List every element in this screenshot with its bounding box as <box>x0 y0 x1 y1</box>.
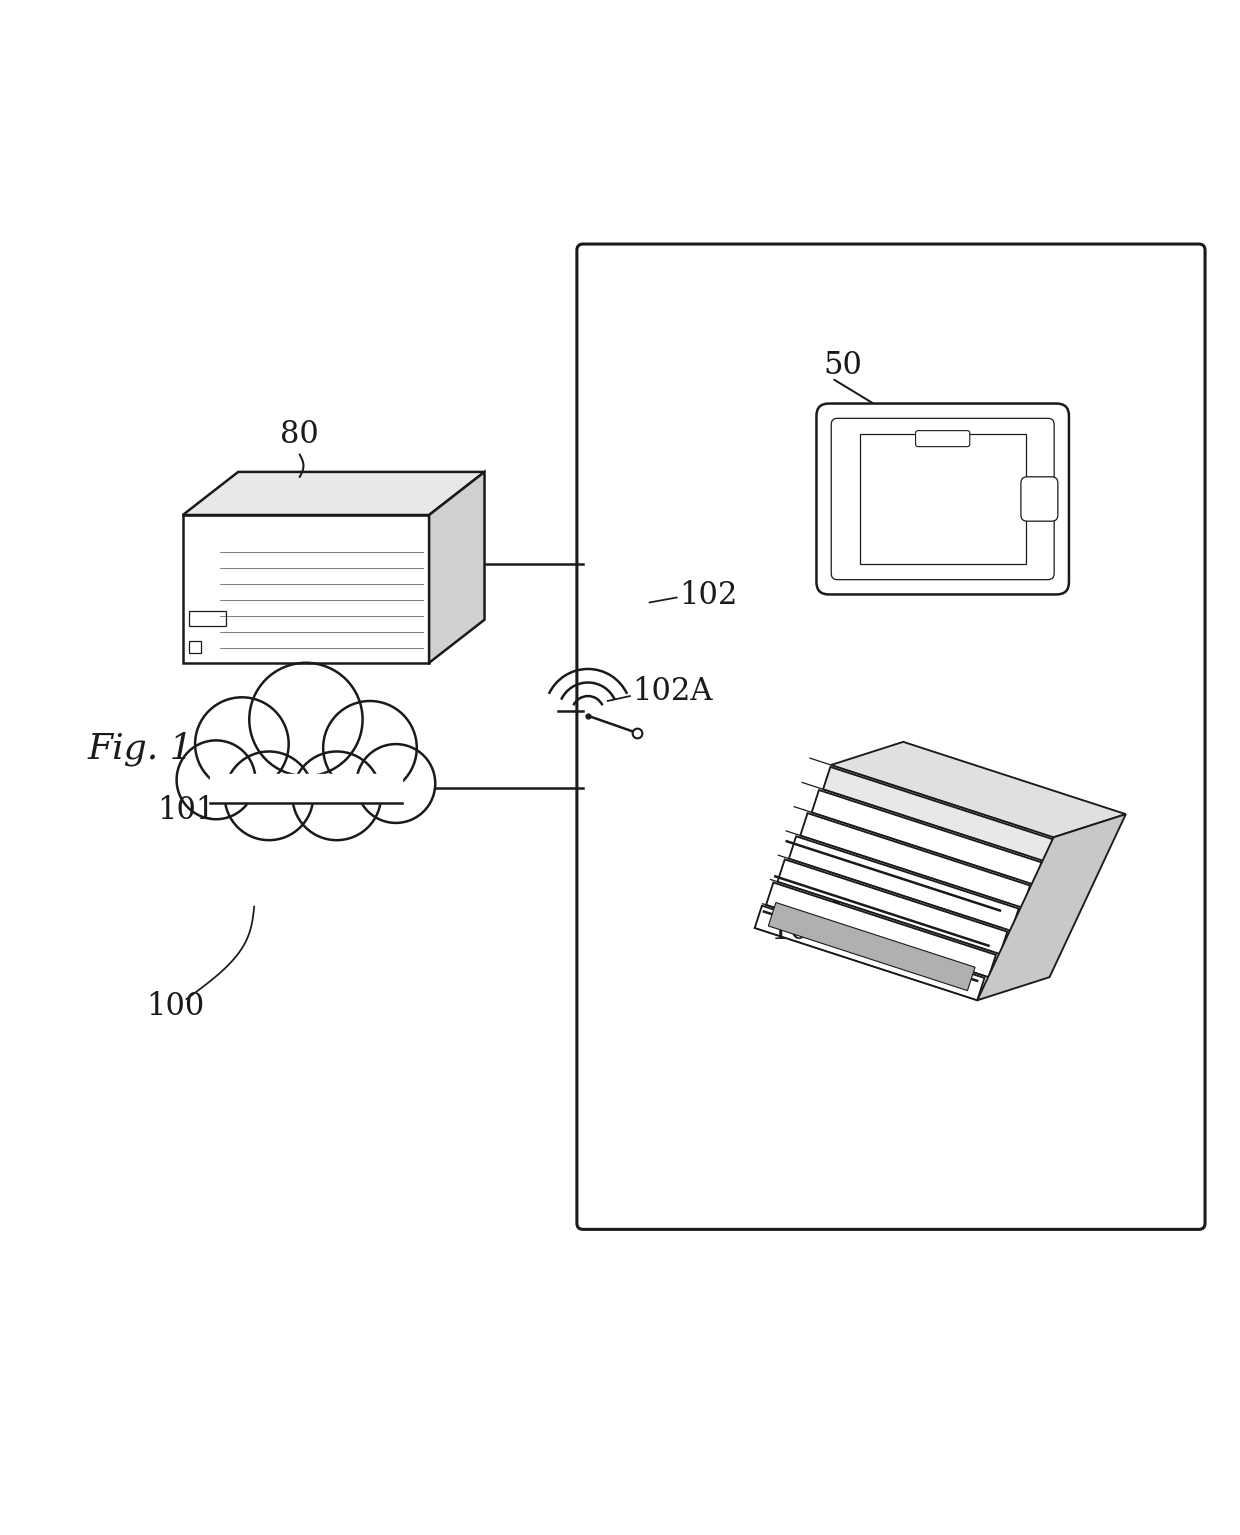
Circle shape <box>293 752 381 840</box>
Text: 102: 102 <box>680 580 738 611</box>
Circle shape <box>249 663 362 777</box>
Polygon shape <box>977 814 1126 1001</box>
Polygon shape <box>755 906 985 1001</box>
Circle shape <box>356 744 435 823</box>
Polygon shape <box>769 903 975 990</box>
FancyBboxPatch shape <box>831 419 1054 580</box>
Polygon shape <box>182 471 485 516</box>
Polygon shape <box>789 837 1019 930</box>
Bar <box>188 611 226 626</box>
Polygon shape <box>429 471 485 663</box>
FancyBboxPatch shape <box>1021 477 1058 522</box>
Text: Fig. 1: Fig. 1 <box>88 732 193 766</box>
Text: 80: 80 <box>280 419 319 450</box>
Circle shape <box>195 697 289 791</box>
FancyBboxPatch shape <box>816 404 1069 594</box>
Circle shape <box>224 752 314 840</box>
FancyBboxPatch shape <box>915 431 970 447</box>
Polygon shape <box>766 883 996 978</box>
Polygon shape <box>823 768 1053 861</box>
Text: 100: 100 <box>146 992 205 1022</box>
Text: 102A: 102A <box>632 675 713 706</box>
Bar <box>188 640 201 652</box>
Text: 50: 50 <box>823 350 862 382</box>
Polygon shape <box>800 814 1030 907</box>
Bar <box>859 434 1025 563</box>
Polygon shape <box>812 791 1042 884</box>
Polygon shape <box>831 741 1126 837</box>
Text: 10: 10 <box>770 915 810 946</box>
Circle shape <box>324 701 417 795</box>
Circle shape <box>176 740 255 820</box>
Text: 101: 101 <box>157 795 216 826</box>
Polygon shape <box>182 516 429 663</box>
Polygon shape <box>777 860 1007 955</box>
